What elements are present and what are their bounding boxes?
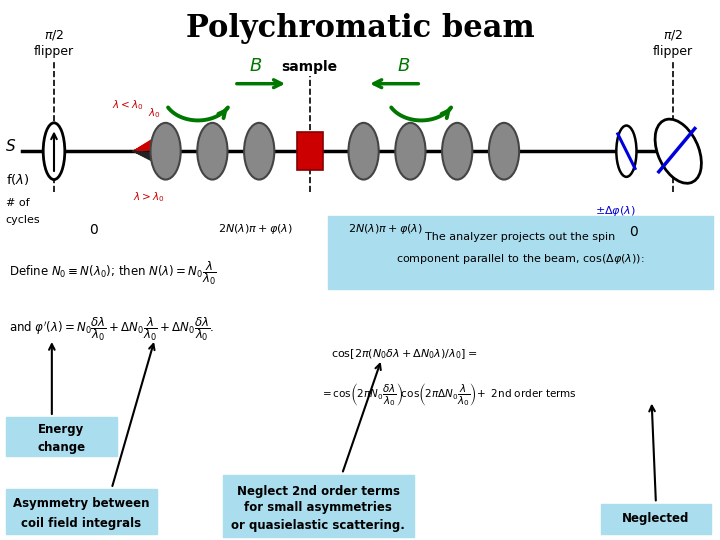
Text: 0: 0 [89,222,98,237]
Text: $\pi$/2: $\pi$/2 [663,28,683,42]
Text: coil field integrals: coil field integrals [22,517,141,530]
Ellipse shape [150,123,181,179]
Text: flipper: flipper [653,45,693,58]
Text: flipper: flipper [34,45,74,58]
Ellipse shape [442,123,472,179]
Text: Asymmetry between: Asymmetry between [13,497,150,510]
Text: $B$: $B$ [397,57,410,75]
FancyBboxPatch shape [6,489,157,534]
Text: f($\lambda$): f($\lambda$) [6,172,30,187]
Text: Polychromatic beam: Polychromatic beam [186,14,534,44]
FancyBboxPatch shape [223,475,414,537]
Text: S: S [6,139,15,154]
Bar [297,132,323,170]
Text: sample: sample [282,60,338,75]
Ellipse shape [655,119,701,183]
Text: $= \cos\!\left(2\pi N_0 \dfrac{\delta\lambda}{\lambda_0}\right)\!\cos\!\left(2\p: $= \cos\!\left(2\pi N_0 \dfrac{\delta\la… [320,381,577,408]
FancyBboxPatch shape [328,216,713,289]
Text: Neglect 2nd order terms: Neglect 2nd order terms [237,485,400,498]
Ellipse shape [616,126,636,177]
Ellipse shape [43,123,65,179]
Text: 0: 0 [629,225,638,239]
Text: component parallel to the beam, cos($\Delta\varphi(\lambda)$):: component parallel to the beam, cos($\De… [395,252,644,266]
Text: $2N(\lambda)\pi+\varphi(\lambda)$: $2N(\lambda)\pi+\varphi(\lambda)$ [218,222,293,237]
Text: The analyzer projects out the spin: The analyzer projects out the spin [425,232,615,241]
Text: $B$: $B$ [249,57,262,75]
Text: for small asymmetries: for small asymmetries [244,501,392,514]
Ellipse shape [489,123,519,179]
Text: $\lambda_0$: $\lambda_0$ [148,106,161,120]
FancyBboxPatch shape [601,504,711,534]
Ellipse shape [197,123,228,179]
Text: Energy: Energy [38,423,84,436]
FancyBboxPatch shape [6,417,117,456]
Text: $\cos[2\pi(N_0\delta\lambda + \Delta N_0\lambda)/\lambda_0]=$: $\cos[2\pi(N_0\delta\lambda + \Delta N_0… [331,347,477,361]
Text: Neglected: Neglected [622,512,690,525]
Text: $2N(\lambda)\pi+\varphi(\lambda)$: $2N(\lambda)\pi+\varphi(\lambda)$ [348,222,423,237]
Text: Define $N_0 \equiv N(\lambda_0)$; then $N(\lambda) = N_0 \dfrac{\lambda}{\lambda: Define $N_0 \equiv N(\lambda_0)$; then $… [9,259,217,287]
Text: cycles: cycles [6,215,40,225]
Text: change: change [37,441,85,454]
Ellipse shape [348,123,379,179]
Ellipse shape [395,123,426,179]
Text: and $\varphi'(\lambda) = N_0 \dfrac{\delta\lambda}{\lambda_0} + \Delta N_0 \dfra: and $\varphi'(\lambda) = N_0 \dfrac{\del… [9,315,214,343]
Text: $\lambda>\lambda_0$: $\lambda>\lambda_0$ [133,190,165,204]
Text: or quasielastic scattering.: or quasielastic scattering. [231,519,405,532]
Text: $\pm\Delta\varphi(\lambda)$: $\pm\Delta\varphi(\lambda)$ [595,204,636,218]
Text: $\lambda<\lambda_0$: $\lambda<\lambda_0$ [112,98,143,112]
Text: $\pi$/2: $\pi$/2 [44,28,64,42]
Ellipse shape [244,123,274,179]
Text: # of: # of [6,198,30,207]
